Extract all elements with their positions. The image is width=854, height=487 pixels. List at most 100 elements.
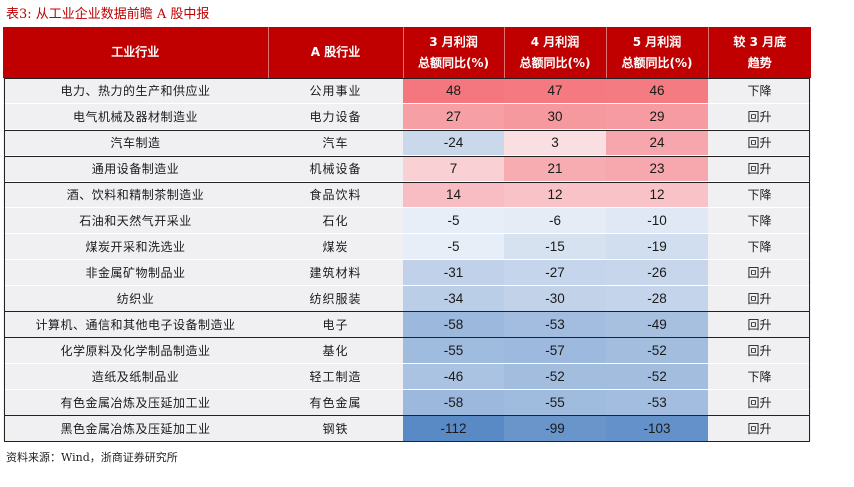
industry-cell: 通用设备制造业	[3, 155, 268, 182]
industry-cell: 煤炭开采和洗选业	[3, 233, 268, 260]
trend-cell: 回升	[708, 337, 811, 364]
trend-cell: 回升	[708, 103, 811, 130]
trend-cell: 回升	[708, 311, 811, 338]
sector-cell: 电子	[268, 311, 403, 338]
header-april-line2: 总额同比(%)	[519, 55, 591, 70]
industry-cell: 造纸及纸制品业	[3, 363, 268, 390]
may-profit-cell: 23	[606, 155, 708, 182]
trend-cell: 回升	[708, 285, 811, 312]
april-profit-cell: 21	[504, 155, 606, 182]
trend-cell: 回升	[708, 129, 811, 156]
april-profit-cell: -27	[504, 259, 606, 286]
table-row: 纺织业 纺织服装 -34 -30 -28 回升	[3, 285, 811, 312]
industry-cell: 石油和天然气开采业	[3, 207, 268, 234]
may-profit-cell: -26	[606, 259, 708, 286]
table-row: 煤炭开采和洗选业 煤炭 -5 -15 -19 下降	[3, 233, 811, 260]
table-row: 有色金属冶炼及压延加工业 有色金属 -58 -55 -53 回升	[3, 389, 811, 416]
march-profit-cell: -58	[403, 311, 504, 338]
header-trend-line1: 较 3 月底	[733, 34, 787, 49]
industry-cell: 黑色金属冶炼及压延加工业	[3, 415, 268, 442]
may-profit-cell: -28	[606, 285, 708, 312]
industry-cell: 纺织业	[3, 285, 268, 312]
industry-cell: 计算机、通信和其他电子设备制造业	[3, 311, 268, 338]
march-profit-cell: -5	[403, 207, 504, 234]
sector-cell: 煤炭	[268, 233, 403, 260]
table-body: 电力、热力的生产和供应业 公用事业 48 47 46 下降 电气机械及器材制造业 电力设备 27…	[3, 78, 811, 442]
sector-cell: 钢铁	[268, 415, 403, 442]
trend-cell: 下降	[708, 181, 811, 208]
april-profit-cell: -52	[504, 363, 606, 390]
trend-cell: 下降	[708, 207, 811, 234]
april-profit-cell: 30	[504, 103, 606, 130]
sector-cell: 汽车	[268, 129, 403, 156]
header-may-line1: 5 月利润	[632, 34, 682, 49]
header-march: 3 月利润总额同比(%)	[403, 27, 505, 78]
may-profit-cell: -52	[606, 337, 708, 364]
industry-cell: 电力、热力的生产和供应业	[3, 78, 268, 104]
table-title: 表3: 从工业企业数据前瞻 A 股中报	[6, 7, 210, 22]
header-sector: A 股行业	[268, 27, 404, 78]
march-profit-cell: 27	[403, 103, 504, 130]
sector-cell: 食品饮料	[268, 181, 403, 208]
table-row: 造纸及纸制品业 轻工制造 -46 -52 -52 下降	[3, 363, 811, 390]
header-row: 工业行业 A 股行业 3 月利润总额同比(%) 4 月利润 总额同比(%) 5 月…	[3, 27, 811, 78]
may-profit-cell: -52	[606, 363, 708, 390]
march-profit-cell: -34	[403, 285, 504, 312]
table-row: 通用设备制造业 机械设备 7 21 23 回升	[3, 155, 811, 182]
header-april: 4 月利润 总额同比(%)	[504, 27, 607, 78]
table-row: 汽车制造 汽车 -24 3 24 回升	[3, 129, 811, 156]
table-row: 电力、热力的生产和供应业 公用事业 48 47 46 下降	[3, 78, 811, 104]
industry-cell: 非金属矿物制品业	[3, 259, 268, 286]
march-profit-cell: -5	[403, 233, 504, 260]
april-profit-cell: -30	[504, 285, 606, 312]
sector-cell: 机械设备	[268, 155, 403, 182]
march-profit-cell: -46	[403, 363, 504, 390]
april-profit-cell: -6	[504, 207, 606, 234]
trend-cell: 回升	[708, 259, 811, 286]
industry-profit-table: 工业行业 A 股行业 3 月利润总额同比(%) 4 月利润 总额同比(%) 5 月…	[3, 27, 811, 442]
header-industry: 工业行业	[3, 27, 269, 78]
header-trend: 较 3 月底 趋势	[708, 27, 811, 78]
header-march-line1: 3 月利润	[429, 34, 478, 49]
may-profit-cell: -103	[606, 415, 708, 442]
trend-cell: 回升	[708, 155, 811, 182]
sector-cell: 纺织服装	[268, 285, 403, 312]
source-note: 资料来源：Wind，浙商证券研究所	[6, 451, 178, 464]
industry-cell: 化学原料及化学制品制造业	[3, 337, 268, 364]
april-profit-cell: 12	[504, 181, 606, 208]
trend-cell: 下降	[708, 363, 811, 390]
may-profit-cell: 24	[606, 129, 708, 156]
industry-cell: 电气机械及器材制造业	[3, 103, 268, 130]
trend-cell: 下降	[708, 78, 811, 104]
header-march-line2: 总额同比(%)	[418, 55, 489, 70]
sector-cell: 公用事业	[268, 78, 403, 104]
march-profit-cell: 7	[403, 155, 504, 182]
march-profit-cell: -31	[403, 259, 504, 286]
may-profit-cell: 12	[606, 181, 708, 208]
table-row: 黑色金属冶炼及压延加工业 钢铁 -112 -99 -103 回升	[3, 415, 811, 442]
april-profit-cell: -57	[504, 337, 606, 364]
march-profit-cell: 48	[403, 78, 504, 104]
march-profit-cell: 14	[403, 181, 504, 208]
header-trend-line2: 趋势	[747, 55, 772, 70]
header-may: 5 月利润 总额同比(%)	[606, 27, 709, 78]
sector-cell: 石化	[268, 207, 403, 234]
may-profit-cell: 46	[606, 78, 708, 104]
march-profit-cell: -112	[403, 415, 504, 442]
trend-cell: 回升	[708, 389, 811, 416]
table-row: 计算机、通信和其他电子设备制造业 电子 -58 -53 -49 回升	[3, 311, 811, 338]
may-profit-cell: 29	[606, 103, 708, 130]
march-profit-cell: -24	[403, 129, 504, 156]
sector-cell: 基化	[268, 337, 403, 364]
april-profit-cell: 3	[504, 129, 606, 156]
may-profit-cell: -49	[606, 311, 708, 338]
industry-cell: 汽车制造	[3, 129, 268, 156]
table-row: 电气机械及器材制造业 电力设备 27 30 29 回升	[3, 103, 811, 130]
may-profit-cell: -10	[606, 207, 708, 234]
table-row: 石油和天然气开采业 石化 -5 -6 -10 下降	[3, 207, 811, 234]
table-row: 非金属矿物制品业 建筑材料 -31 -27 -26 回升	[3, 259, 811, 286]
march-profit-cell: -58	[403, 389, 504, 416]
april-profit-cell: -53	[504, 311, 606, 338]
sector-cell: 建筑材料	[268, 259, 403, 286]
trend-cell: 回升	[708, 415, 811, 442]
